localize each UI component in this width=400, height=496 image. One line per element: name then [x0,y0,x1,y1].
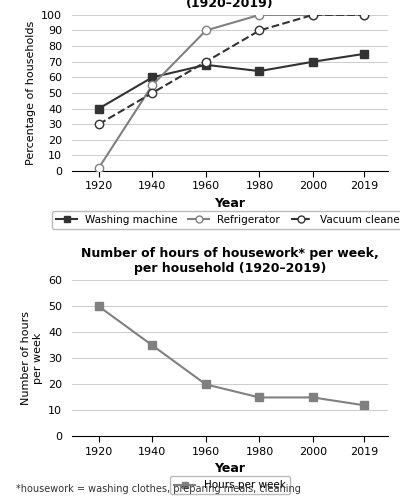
Y-axis label: Number of hours
per week: Number of hours per week [21,311,42,405]
Text: *housework = washing clothes, preparing meals, cleaning: *housework = washing clothes, preparing … [16,484,301,494]
Legend: Washing machine, Refrigerator, Vacuum cleaner: Washing machine, Refrigerator, Vacuum cl… [52,211,400,229]
Legend: Hours per week: Hours per week [170,476,290,495]
Title: Number of hours of housework* per week,
per household (1920–2019): Number of hours of housework* per week, … [81,247,379,275]
X-axis label: Year: Year [214,197,246,210]
Y-axis label: Percentage of households: Percentage of households [26,21,36,165]
X-axis label: Year: Year [214,462,246,476]
Title: Percentage of households with electrical appliances
(1920–2019): Percentage of households with electrical… [47,0,400,9]
